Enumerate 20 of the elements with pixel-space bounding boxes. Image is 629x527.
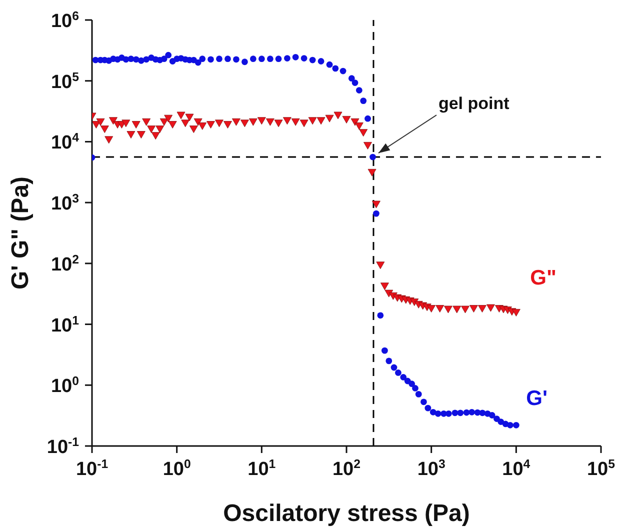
- series-label: G': [526, 387, 548, 410]
- y-tick-label: 10$^{0}$: [50, 374, 80, 398]
- y-tick-label: 10$^{-1}$: [46, 435, 80, 458]
- y-tick-label: 10$^{4}$: [50, 130, 80, 154]
- x-tick-label: 10$^{5}$: [586, 457, 616, 480]
- y-tick-label: 10$^{5}$: [50, 70, 80, 93]
- x-tick-label: 10$^{2}$: [332, 457, 361, 480]
- x-axis-title: Oscilatory stress (Pa): [223, 500, 470, 527]
- x-tick-label: 10$^{1}$: [248, 457, 276, 480]
- series-label: G": [530, 266, 556, 290]
- x-tick-label: 10$^{4}$: [502, 457, 530, 480]
- x-tick-label: 10$^{3}$: [417, 457, 446, 480]
- y-tick-label: 10$^{2}$: [50, 252, 80, 276]
- y-tick-label: 10$^{6}$: [50, 9, 80, 32]
- annotation: gel point: [438, 94, 510, 114]
- x-tick-label: 10$^{-1}$: [76, 457, 108, 480]
- y-axis-title: G' G" (Pa): [7, 176, 34, 290]
- y-tick-label: 10$^{1}$: [50, 313, 80, 336]
- y-tick-label: 10$^{3}$: [50, 192, 80, 215]
- x-tick-label: 10$^{0}$: [162, 457, 191, 480]
